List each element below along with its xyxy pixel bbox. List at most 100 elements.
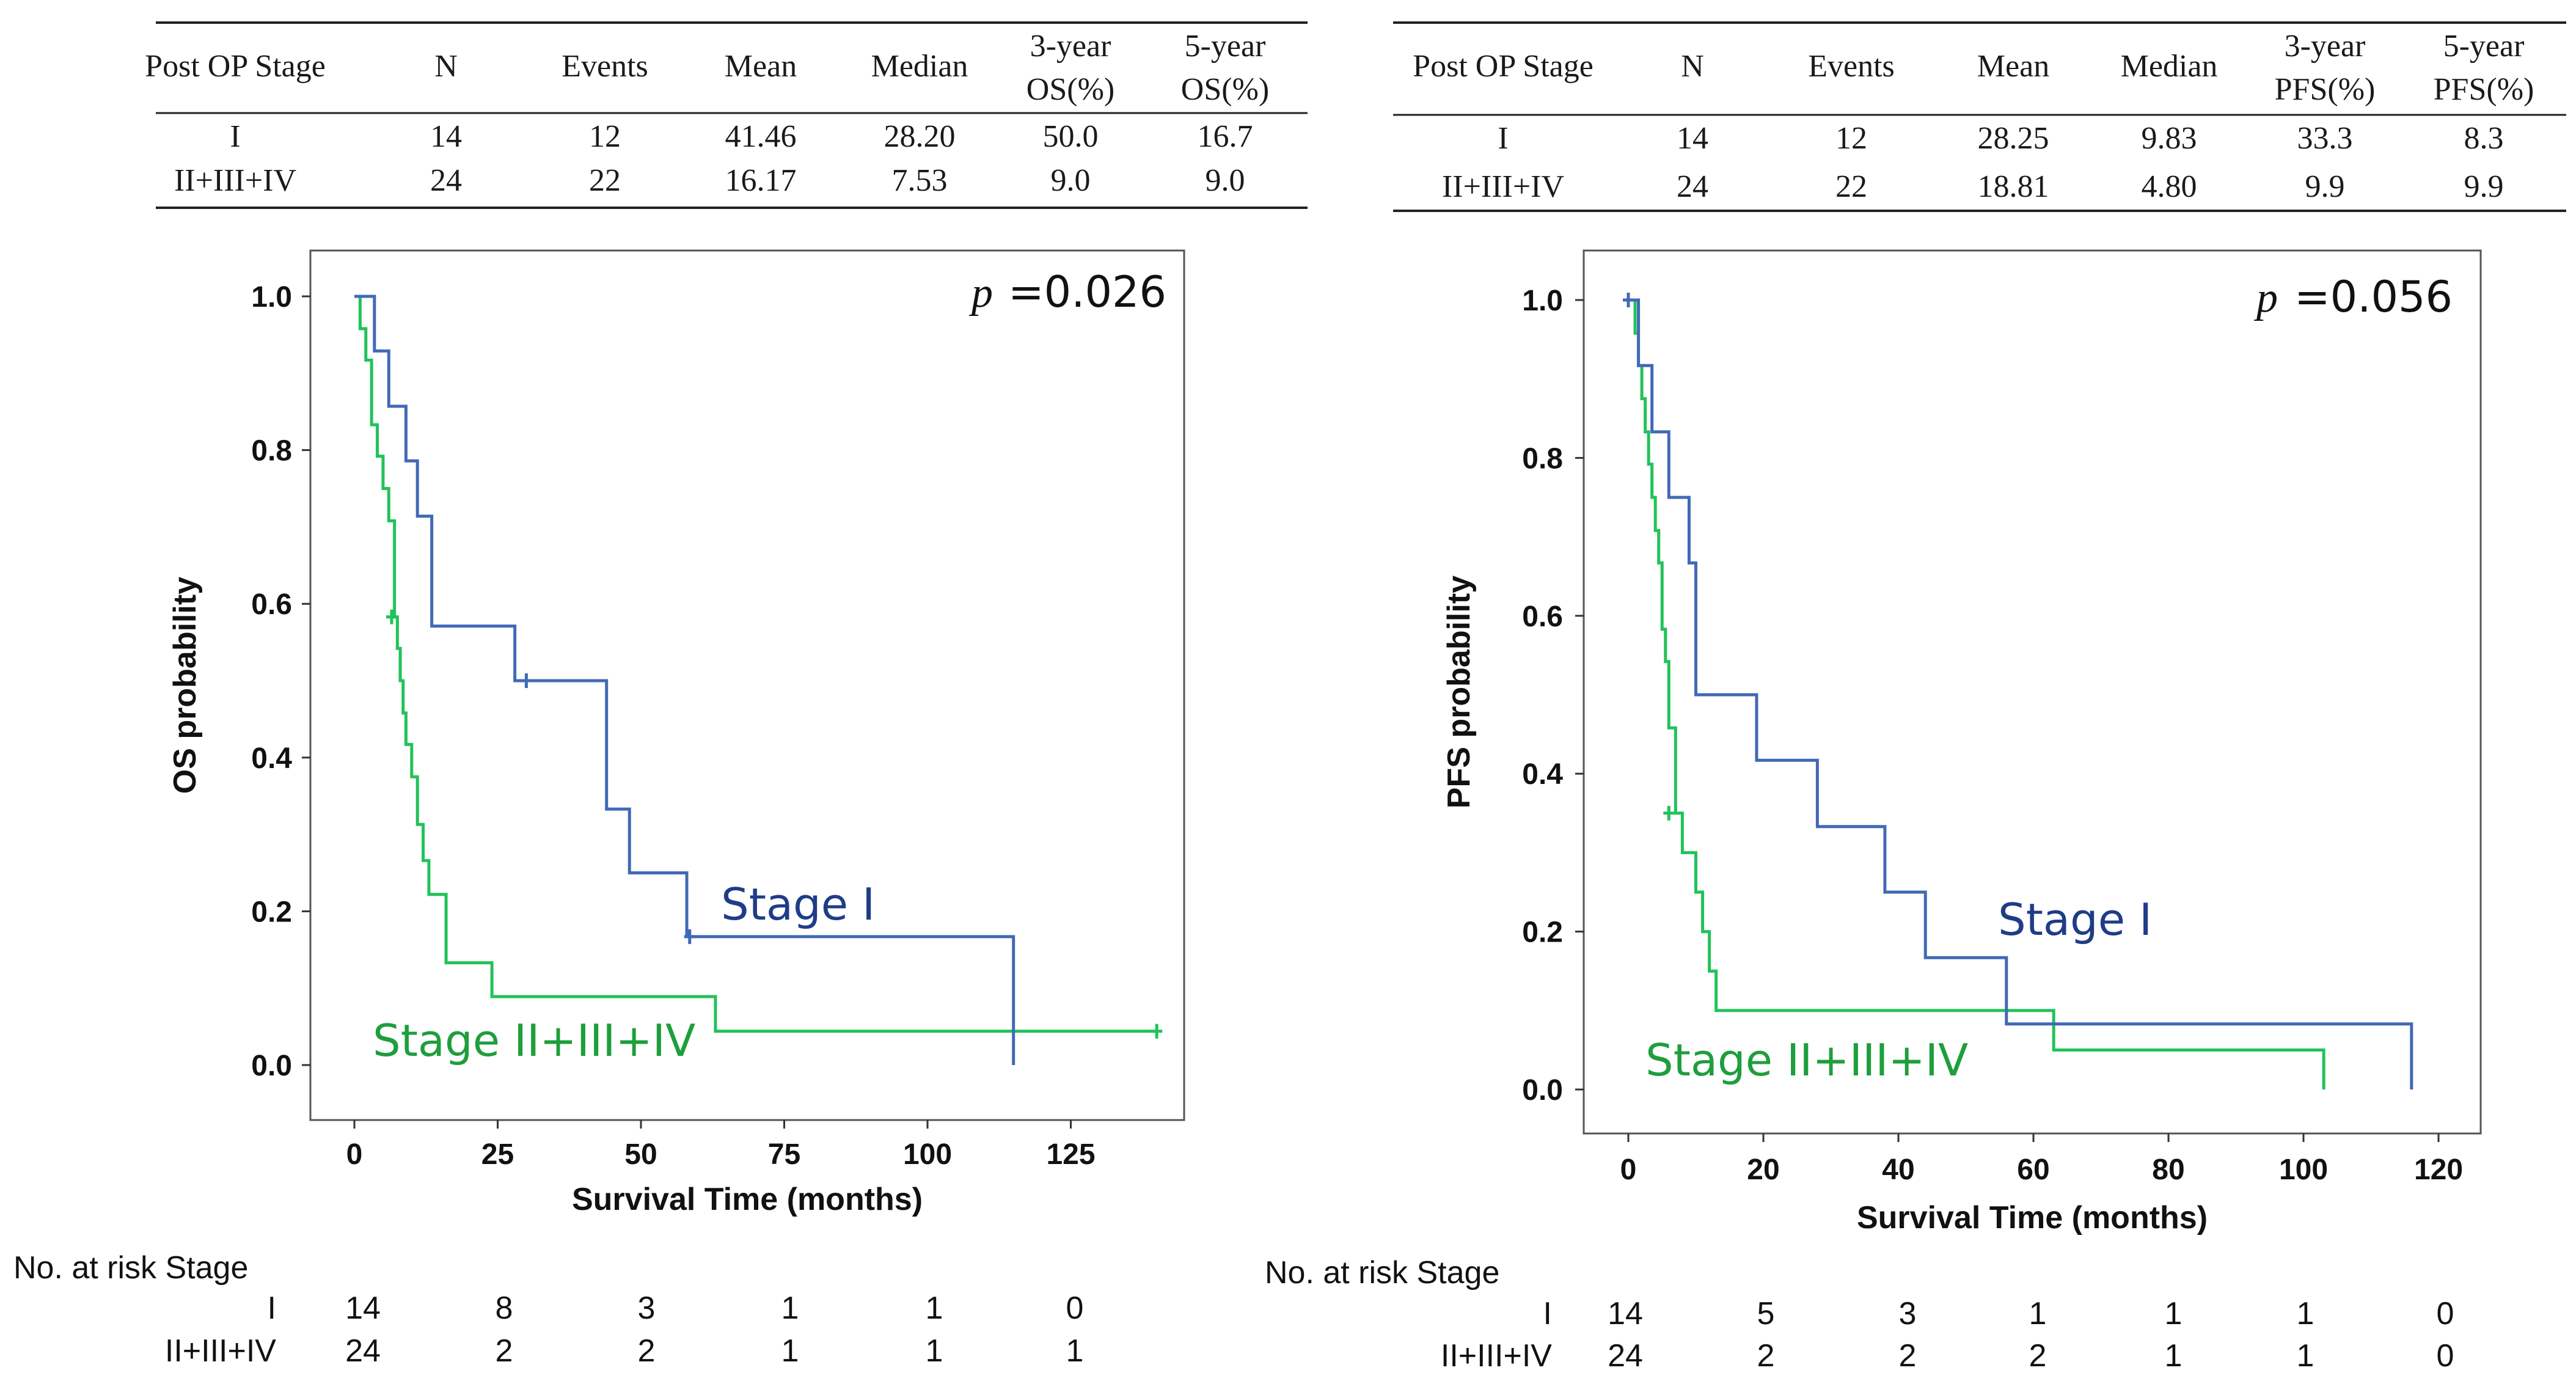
risk-row-label: II+III+IV [165,1333,276,1369]
risk-count: 24 [1608,1338,1643,1374]
risk-count: 1 [2297,1338,2314,1374]
y-tick-label: 0.4 [1522,758,1563,791]
table-header-cell: Events [1808,49,1895,84]
risk-count: 2 [638,1333,656,1369]
x-axis-label: Survival Time (months) [1857,1200,2208,1236]
risk-count: 1 [926,1333,943,1369]
table-header-cell: PFS(%) [2434,72,2534,107]
y-tick-label: 0.6 [1522,601,1563,633]
y-tick-label: 0.8 [1522,442,1563,475]
risk-row-label: II+III+IV [1441,1338,1552,1374]
y-tick-label: 0.0 [1522,1074,1563,1107]
risk-count: 24 [345,1333,381,1369]
table-cell: 14 [430,119,462,154]
table-header-cell: Median [2121,49,2218,84]
risk-count: 3 [1899,1296,1917,1331]
os-summary-table: Post OP Stage N Events Mean Median 3-year OS(%… [145,21,1308,209]
table-cell: 41.46 [725,119,797,154]
table-cell: 4.80 [2142,169,2197,204]
table-header-cell: N [434,49,458,84]
series-label-stage-ii-iii-iv: Stage II+III+IV [373,1015,695,1066]
risk-count: 0 [2437,1296,2454,1331]
p-value-symbol: p [2253,274,2278,321]
km-curve-stage-ii-iii-iv [1628,298,2325,1089]
x-tick-label: 0 [346,1138,363,1171]
risk-count: 1 [2165,1338,2183,1374]
km-curve-stage-i [354,295,1015,1065]
table-cell: 9.83 [2142,121,2197,156]
risk-table-header: No. at risk Stage [13,1250,248,1286]
plot-frame [1583,249,2482,1135]
table-cell: 24 [1677,169,1708,204]
p-value-symbol: p [968,269,993,317]
table-cell: II+III+IV [1442,169,1564,204]
x-tick-label: 40 [1882,1154,1914,1186]
table-header-cell: 5-year [2443,29,2525,64]
table-cell: 33.3 [2297,121,2353,156]
table-cell: 9.0 [1206,163,1245,198]
table-cell: 28.25 [1978,121,2049,156]
risk-count: 1 [781,1291,799,1326]
table-cell: 16.17 [725,163,797,198]
table-cell: II+III+IV [174,163,296,198]
table-cell: 22 [589,163,621,198]
y-tick-label: 0.8 [251,435,292,467]
table-cell: 16.7 [1198,119,1253,154]
risk-count: 5 [1757,1296,1775,1331]
table-cell: 28.20 [884,119,956,154]
x-tick-label: 20 [1747,1154,1779,1186]
table-cell: 12 [589,119,621,154]
table-cell: 50.0 [1043,119,1099,154]
table-header-cell: 3-year [2285,29,2366,64]
risk-count: 1 [1066,1333,1084,1369]
pfs-summary-table: Post OP Stage N Events Mean Median 3-year PFS(… [1393,21,2566,212]
y-tick-label: 0.4 [251,742,292,775]
risk-count: 3 [638,1291,656,1326]
table-header-cell: OS(%) [1181,72,1269,107]
risk-count: 14 [1608,1296,1643,1331]
series-label-stage-i: Stage I [1998,894,2152,945]
table-header-cell: Median [871,49,968,84]
risk-count: 1 [2029,1296,2047,1331]
table-cell: 14 [1677,121,1708,156]
x-tick-label: 80 [2152,1154,2184,1186]
x-tick-label: 50 [624,1138,657,1171]
x-tick-label: 75 [768,1138,800,1171]
risk-table-header: No. at risk Stage [1265,1255,1499,1291]
x-axis-label: Survival Time (months) [572,1182,923,1217]
x-tick-label: 0 [1620,1154,1637,1186]
table-header-cell: Post OP Stage [1413,49,1594,84]
x-tick-label: 60 [2017,1154,2049,1186]
risk-count: 2 [1757,1338,1775,1374]
risk-row-label: I [1543,1296,1552,1331]
x-tick-label: 100 [2279,1154,2328,1186]
table-header-cell: PFS(%) [2275,72,2376,107]
table-header-cell: Post OP Stage [145,49,326,84]
y-tick-label: 0.6 [251,588,292,621]
table-cell: 22 [1835,169,1867,204]
km-curve-stage-ii-iii-iv [354,295,1157,1033]
y-tick-label: 1.0 [251,281,292,313]
risk-count: 1 [2297,1296,2314,1331]
km-curve-stage-i [1628,298,2413,1089]
series-label-stage-i: Stage I [721,879,875,930]
x-tick-label: 125 [1046,1138,1095,1171]
y-tick-label: 0.2 [1522,917,1563,949]
table-header-cell: 5-year [1185,29,1266,64]
risk-count: 2 [496,1333,513,1369]
risk-count: 0 [1066,1291,1084,1326]
risk-count: 0 [2437,1338,2454,1374]
series-label-stage-ii-iii-iv: Stage II+III+IV [1645,1034,1968,1086]
risk-count: 14 [345,1291,381,1326]
os-risk-table: No. at risk Stage I 14 8 3 1 1 0 II+III+IV 24 2 2 1 1… [13,1250,1083,1369]
p-value-text: =0.026 [1008,267,1166,317]
risk-count: 8 [496,1291,513,1326]
table-cell: 7.53 [892,163,948,198]
pfs-risk-table: No. at risk Stage I 14 5 3 1 1 1 0 II+III+IV 24 2 2 2… [1265,1255,2454,1374]
x-tick-label: 120 [2414,1154,2463,1186]
risk-count: 1 [781,1333,799,1369]
risk-count: 2 [1899,1338,1917,1374]
x-tick-label: 100 [903,1138,952,1171]
y-tick-label: 1.0 [1522,285,1563,317]
